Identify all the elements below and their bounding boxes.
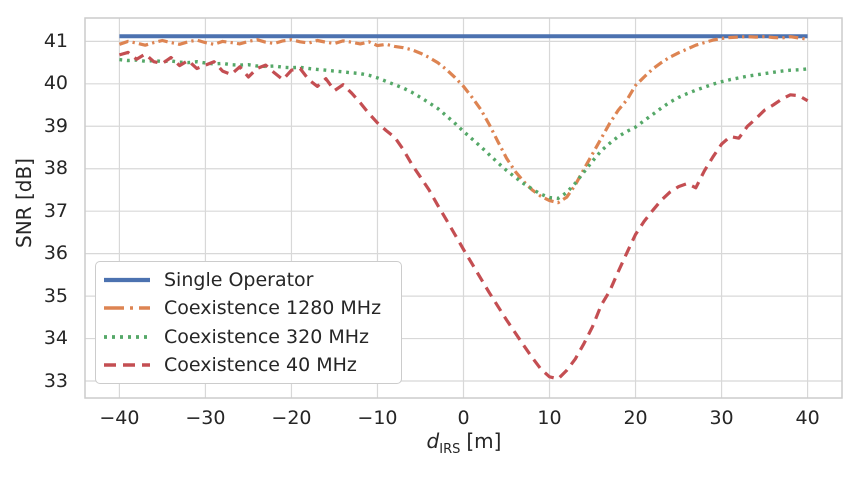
legend-item-coexistence-40-mhz: Coexistence 40 MHz bbox=[103, 351, 391, 379]
x-tick-label: 10 bbox=[537, 407, 562, 429]
plot-border bbox=[84, 17, 843, 399]
legend-item-single-operator: Single Operator bbox=[103, 266, 391, 294]
y-tick-label: 41 bbox=[43, 29, 68, 52]
legend-line-sample bbox=[104, 306, 150, 311]
legend-line-sample bbox=[104, 334, 150, 339]
y-tick-label: 38 bbox=[43, 157, 68, 180]
y-tick-label: 40 bbox=[43, 72, 68, 95]
x-tick-label: −40 bbox=[99, 407, 140, 429]
x-tick-label: 40 bbox=[795, 407, 820, 429]
legend-item-coexistence-1280-mhz: Coexistence 1280 MHz bbox=[103, 294, 391, 322]
legend-label: Single Operator bbox=[164, 269, 314, 292]
x-tick-label: 30 bbox=[709, 407, 734, 429]
y-axis-label: SNR [dB] bbox=[12, 158, 36, 248]
legend-line-sample bbox=[104, 363, 150, 367]
x-axis-label-subscript: IRS bbox=[439, 442, 461, 457]
legend: Single Operator Coexistence 1280 MHz Coexi… bbox=[95, 261, 402, 384]
legend-label: Coexistence 1280 MHz bbox=[164, 297, 382, 320]
y-tick-label: 34 bbox=[43, 327, 68, 350]
x-axis-label-unit: [m] bbox=[466, 429, 502, 453]
x-tick-label: −30 bbox=[185, 407, 226, 429]
x-tick-label: −20 bbox=[271, 407, 312, 429]
x-tick-label: 20 bbox=[623, 407, 648, 429]
legend-label: Coexistence 40 MHz bbox=[164, 353, 357, 376]
y-tick-label: 36 bbox=[43, 242, 68, 265]
x-axis-label-variable: d bbox=[426, 429, 440, 453]
x-axis-label: dIRS [m] bbox=[427, 429, 502, 457]
y-tick-label: 39 bbox=[43, 114, 68, 137]
legend-line-sample bbox=[104, 277, 150, 283]
y-tick-label: 35 bbox=[43, 284, 68, 307]
series-line-coexistence-1280-mhz bbox=[118, 35, 808, 205]
x-tick-label: −10 bbox=[357, 407, 398, 429]
x-tick-label: 0 bbox=[457, 407, 470, 429]
series-line-coexistence-320-mhz bbox=[119, 57, 808, 201]
y-tick-label: 37 bbox=[43, 199, 68, 222]
series-line-coexistence-40-mhz bbox=[118, 50, 809, 381]
legend-item-coexistence-320-mhz: Coexistence 320 MHz bbox=[103, 323, 391, 351]
legend-label: Coexistence 320 MHz bbox=[164, 325, 369, 348]
y-tick-label: 33 bbox=[43, 369, 68, 392]
